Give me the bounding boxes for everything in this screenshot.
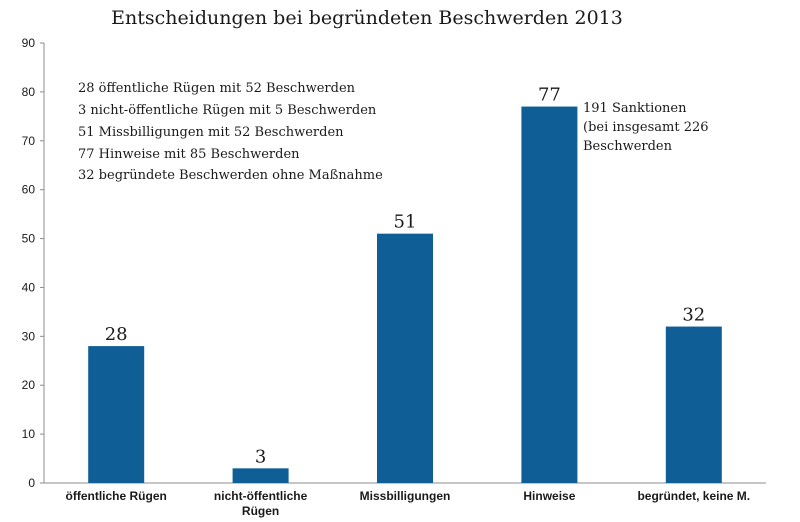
annotation-line-2: 3 nicht-öffentliche Rügen mit 5 Beschwer… (78, 103, 377, 118)
category-label: öffentliche Rügen (66, 489, 167, 503)
y-tick-label: 0 (28, 476, 35, 490)
data-label: 77 (538, 85, 561, 106)
data-label: 32 (682, 305, 705, 326)
data-label: 3 (255, 446, 266, 467)
annotation-right: 191 Sanktionen (bei insgesamt 226 Beschw… (583, 101, 709, 154)
bar (232, 468, 289, 483)
category-label: Rügen (242, 504, 279, 518)
y-axis-ticks: 0 10 20 30 40 50 60 70 80 90 (22, 36, 44, 490)
chart-title: Entscheidungen bei begründeten Beschwerd… (111, 7, 623, 29)
bar (377, 233, 433, 483)
y-tick-label: 40 (22, 280, 36, 294)
bars-group: 28 3 51 77 32 (88, 85, 722, 484)
y-tick-label: 30 (22, 329, 36, 343)
y-tick-label: 10 (22, 427, 36, 441)
annotation-line-5: 32 begründete Beschwerden ohne Maßnahme (78, 168, 383, 183)
annotation-left: 28 öffentliche Rügen mit 52 Beschwerden … (78, 81, 383, 183)
data-label: 28 (105, 324, 128, 345)
y-tick-label: 90 (22, 36, 36, 50)
y-tick-label: 70 (22, 134, 36, 148)
category-label: Hinweise (523, 489, 575, 503)
bar (521, 106, 578, 484)
category-label: Missbilligungen (360, 489, 451, 503)
annotation-right-line-2: (bei insgesamt 226 (583, 120, 709, 135)
annotation-line-1: 28 öffentliche Rügen mit 52 Beschwerden (78, 81, 356, 96)
y-tick-label: 60 (22, 183, 36, 197)
y-tick-label: 50 (22, 232, 36, 246)
bar (665, 326, 722, 483)
category-label: begründet, keine M. (637, 489, 750, 503)
annotation-line-3: 51 Missbilligungen mit 52 Beschwerden (78, 125, 344, 140)
annotation-right-line-3: Beschwerden (583, 139, 673, 154)
y-tick-label: 20 (22, 378, 36, 392)
data-label: 51 (394, 212, 417, 233)
y-tick-label: 80 (22, 85, 36, 99)
category-label: nicht-öffentliche (214, 489, 308, 503)
annotation-right-line-1: 191 Sanktionen (583, 101, 687, 116)
annotation-line-4: 77 Hinweise mit 85 Beschwerden (78, 147, 300, 162)
bar (88, 346, 145, 483)
